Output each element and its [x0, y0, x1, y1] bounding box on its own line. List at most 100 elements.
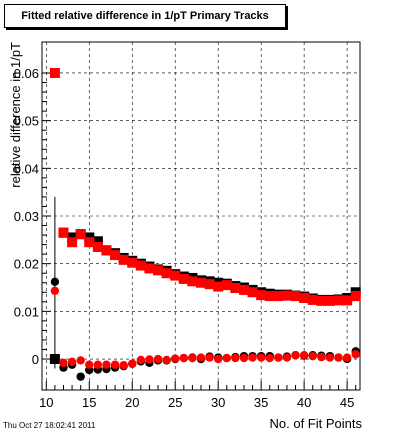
data-point-circle	[179, 353, 189, 363]
data-point-circle	[317, 352, 326, 362]
data-point-circle	[291, 351, 300, 360]
data-point-square	[49, 354, 60, 365]
y-tick-label: 0.05	[14, 114, 39, 129]
data-point-square	[92, 241, 103, 252]
y-tick-label: 0.02	[14, 257, 39, 272]
data-point-circle	[188, 353, 197, 363]
data-point-square	[333, 295, 344, 306]
data-point-circle	[171, 354, 180, 363]
data-point-circle	[50, 286, 60, 296]
y-tick-label: 0.06	[14, 66, 39, 81]
data-point-circle	[205, 353, 214, 362]
data-point-square	[92, 236, 103, 247]
data-series	[49, 67, 361, 381]
grid-lines	[42, 42, 360, 390]
data-point-square	[324, 295, 335, 306]
data-point-circle	[325, 353, 335, 362]
x-tick-label: 45	[340, 395, 354, 410]
data-point-square	[178, 273, 189, 284]
data-point-square	[342, 295, 353, 306]
x-tick-label: 35	[254, 395, 268, 410]
data-point-square	[110, 250, 121, 261]
data-point-circle	[213, 354, 223, 364]
y-axis-label: relative difference in 1/pT	[8, 42, 23, 188]
data-point-circle	[128, 359, 137, 368]
data-point-square	[273, 291, 284, 302]
data-point-square	[256, 290, 267, 301]
chart-title: Fitted relative difference in 1/pT Prima…	[21, 10, 269, 22]
data-point-square	[144, 263, 155, 274]
data-point-square	[170, 270, 181, 281]
data-point-circle	[145, 355, 154, 364]
data-point-square	[187, 276, 198, 287]
data-point-square	[221, 280, 232, 291]
data-point-square	[204, 279, 215, 290]
data-point-circle	[239, 353, 249, 363]
x-tick-label: 20	[125, 395, 139, 410]
x-tick-label: 25	[168, 395, 182, 410]
chart-title-box: Fitted relative difference in 1/pT Prima…	[4, 4, 286, 28]
data-point-circle	[256, 353, 266, 362]
data-point-square	[307, 294, 318, 305]
data-point-square	[101, 245, 112, 256]
data-point-square	[67, 237, 78, 248]
data-point-circle	[76, 356, 85, 365]
y-tick-label: 0.03	[14, 209, 39, 224]
series-3	[50, 286, 360, 370]
x-axis-label: No. of Fit Points	[270, 416, 363, 431]
data-point-circle	[59, 358, 68, 368]
data-point-circle	[50, 277, 60, 286]
data-point-square	[118, 254, 129, 265]
data-point-circle	[119, 361, 128, 370]
y-tick-label: 0.04	[14, 161, 39, 176]
series-1	[49, 67, 361, 306]
data-point-circle	[274, 353, 283, 362]
data-point-square	[135, 260, 146, 271]
data-point-square	[75, 229, 86, 240]
data-point-square	[84, 237, 95, 248]
data-point-circle	[299, 351, 309, 360]
x-axis-ticks: 10 15 20 25 30 35 40 45	[39, 381, 357, 410]
data-point-circle	[93, 360, 103, 369]
data-point-circle	[196, 353, 206, 362]
data-point-square	[290, 291, 301, 302]
x-tick-label: 30	[211, 395, 225, 410]
data-point-circle	[102, 360, 111, 369]
timestamp: Thu Oct 27 18:02:41 2011	[3, 421, 96, 430]
data-point-square	[299, 292, 310, 303]
data-point-square	[127, 257, 138, 268]
data-point-square	[153, 265, 164, 276]
x-tick-label: 10	[39, 395, 53, 410]
data-point-circle	[248, 353, 257, 362]
data-point-circle	[222, 353, 231, 363]
data-point-circle	[153, 354, 163, 364]
data-point-square	[238, 284, 249, 295]
data-point-circle	[162, 355, 171, 365]
data-point-square	[58, 227, 69, 238]
data-point-square	[161, 268, 172, 279]
data-point-circle	[342, 353, 352, 362]
data-point-square	[213, 281, 224, 292]
data-point-square	[247, 287, 258, 298]
data-point-square	[230, 282, 241, 293]
y-tick-label: 0.01	[14, 304, 39, 319]
data-point-square	[196, 277, 206, 288]
data-point-square	[264, 291, 275, 302]
x-tick-label: 15	[82, 395, 96, 410]
x-tick-label: 40	[297, 395, 311, 410]
data-point-square	[350, 291, 361, 302]
data-point-circle	[308, 351, 317, 361]
data-point-square	[316, 295, 327, 306]
data-point-circle	[282, 353, 292, 362]
data-point-circle	[351, 350, 360, 359]
data-point-circle	[231, 353, 240, 363]
data-point-circle	[67, 357, 77, 367]
data-point-circle	[76, 372, 85, 381]
data-point-circle	[136, 355, 146, 365]
data-point-circle	[85, 360, 94, 369]
data-point-square	[49, 67, 60, 78]
y-axis-ticks: 0 0.01 0.02 0.03 0.04 0.05 0.06	[14, 66, 51, 367]
y-tick-label: 0	[32, 352, 39, 367]
data-point-circle	[265, 353, 274, 363]
